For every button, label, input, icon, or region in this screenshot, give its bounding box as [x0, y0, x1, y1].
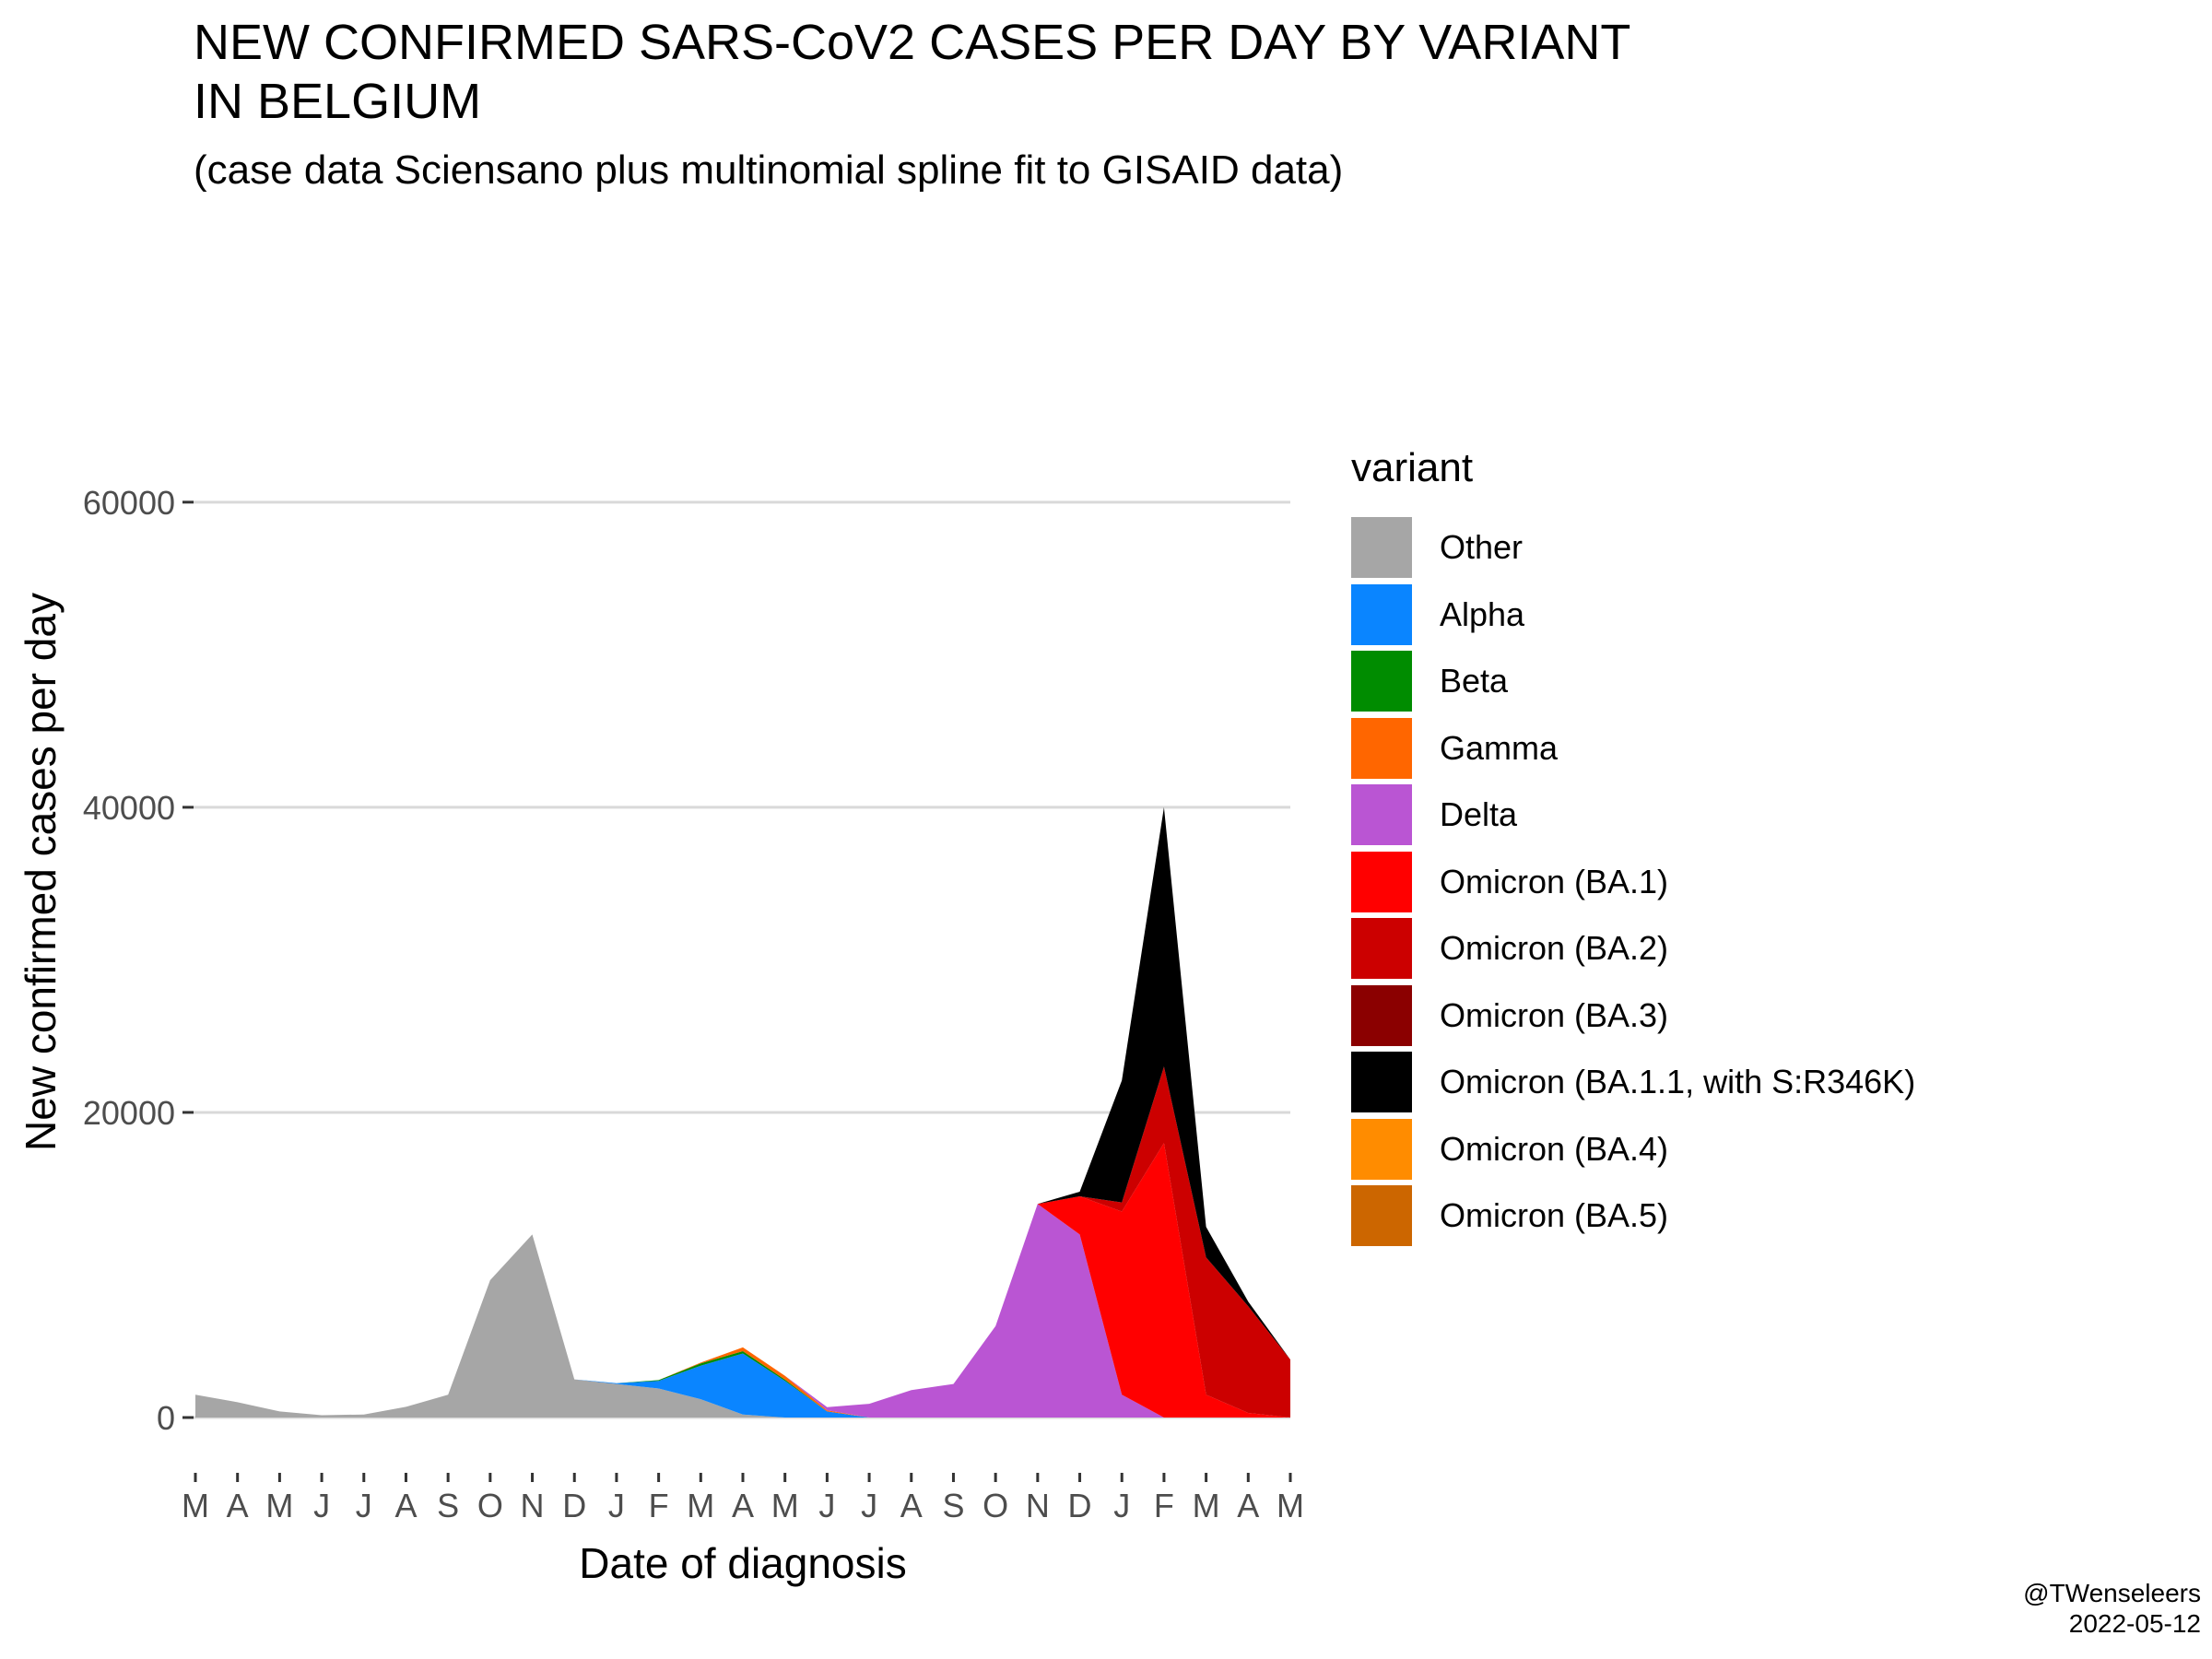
x-tick-label: M	[771, 1487, 799, 1524]
x-axis-label: Date of diagnosis	[579, 1539, 906, 1587]
legend-swatch	[1351, 517, 1412, 579]
x-tick-label: S	[437, 1487, 459, 1524]
legend-label: Alpha	[1440, 594, 1525, 633]
credit-author: @TWenseleers	[2023, 1579, 2201, 1607]
legend-label: Omicron (BA.2)	[1440, 929, 1669, 968]
x-tick-label: F	[649, 1487, 669, 1524]
x-tick-label: J	[818, 1487, 835, 1524]
y-tick-label: 0	[157, 1399, 175, 1437]
x-tick-label: A	[394, 1487, 417, 1524]
legend-item-delta: Delta	[1351, 782, 1915, 849]
x-tick-label: A	[900, 1487, 923, 1524]
y-tick-label: 60000	[83, 484, 175, 522]
stacked-areas	[195, 806, 1290, 1418]
x-tick-label: A	[227, 1487, 249, 1524]
x-tick-label: F	[1154, 1487, 1174, 1524]
credit: @TWenseleers 2022-05-12	[2023, 1578, 2201, 1639]
legend-item-other: Other	[1351, 514, 1915, 582]
legend-label: Omicron (BA.3)	[1440, 995, 1669, 1034]
x-tick-label: A	[1237, 1487, 1259, 1524]
area-series-alpha	[195, 1234, 1290, 1418]
legend-label: Omicron (BA.1.1, with S:R346K)	[1440, 1063, 1916, 1101]
legend-swatch	[1351, 851, 1412, 912]
legend-label: Omicron (BA.1)	[1440, 862, 1669, 900]
legend-item-omicron-ba2: Omicron (BA.2)	[1351, 915, 1915, 982]
legend-swatch	[1351, 1052, 1412, 1113]
legend-item-gamma: Gamma	[1351, 715, 1915, 782]
legend-swatch	[1351, 1185, 1412, 1247]
y-axis-label: New confirmed cases per day	[17, 593, 65, 1151]
x-tick-label: S	[942, 1487, 964, 1524]
legend-items: Other Alpha Beta Gamma Delta Omicron (BA…	[1351, 514, 1915, 1250]
x-tick-label: M	[1193, 1487, 1220, 1524]
x-tick-label: O	[477, 1487, 503, 1524]
legend-swatch	[1351, 784, 1412, 846]
y-tick-label: 40000	[83, 789, 175, 827]
chart-title: NEW CONFIRMED SARS-CoV2 CASES PER DAY BY…	[194, 13, 1630, 131]
y-axis: 0 20000 40000 60000	[83, 484, 194, 1437]
legend: variant Other Alpha Beta Gamma Delta Omi…	[1351, 441, 1915, 1250]
chart-title-line-1: NEW CONFIRMED SARS-CoV2 CASES PER DAY BY…	[194, 15, 1631, 70]
x-tick-label: M	[265, 1487, 293, 1524]
legend-label: Beta	[1440, 662, 1509, 700]
x-tick-label: J	[608, 1487, 625, 1524]
legend-label: Omicron (BA.5)	[1440, 1196, 1669, 1235]
legend-swatch	[1351, 918, 1412, 980]
legend-item-omicron-ba11: Omicron (BA.1.1, with S:R346K)	[1351, 1049, 1915, 1116]
legend-swatch	[1351, 583, 1412, 645]
x-tick-label: M	[182, 1487, 209, 1524]
legend-item-omicron-ba4: Omicron (BA.4)	[1351, 1116, 1915, 1183]
credit-date: 2022-05-12	[2068, 1609, 2201, 1638]
x-tick-label: M	[1277, 1487, 1304, 1524]
legend-item-beta: Beta	[1351, 648, 1915, 715]
x-tick-label: O	[982, 1487, 1008, 1524]
legend-title: variant	[1351, 445, 1474, 490]
y-tick-label: 20000	[83, 1094, 175, 1132]
legend-label: Other	[1440, 528, 1524, 567]
legend-swatch	[1351, 984, 1412, 1046]
x-tick-label: J	[1113, 1487, 1130, 1524]
x-tick-label: M	[687, 1487, 714, 1524]
legend-item-omicron-ba3: Omicron (BA.3)	[1351, 982, 1915, 1050]
legend-swatch	[1351, 717, 1412, 779]
area-series-other	[195, 1234, 1290, 1418]
legend-item-omicron-ba5: Omicron (BA.5)	[1351, 1182, 1915, 1250]
legend-swatch	[1351, 1118, 1412, 1180]
chart-subtitle: (case data Sciensano plus multinomial sp…	[194, 147, 1344, 193]
x-tick-label: A	[732, 1487, 754, 1524]
legend-label: Gamma	[1440, 728, 1559, 767]
area-series-delta	[195, 1204, 1290, 1418]
legend-item-omicron-ba1: Omicron (BA.1)	[1351, 849, 1915, 916]
legend-label: Omicron (BA.4)	[1440, 1129, 1669, 1168]
x-tick-label: D	[1068, 1487, 1092, 1524]
x-tick-label: N	[521, 1487, 545, 1524]
chart-title-line-2: IN BELGIUM	[194, 74, 482, 129]
x-tick-label: N	[1026, 1487, 1050, 1524]
area-series-omicron-ba-1-	[195, 1143, 1290, 1418]
legend-swatch	[1351, 651, 1412, 712]
legend-label: Delta	[1440, 795, 1518, 834]
x-tick-label: J	[356, 1487, 372, 1524]
legend-item-alpha: Alpha	[1351, 582, 1915, 649]
x-tick-label: J	[861, 1487, 877, 1524]
x-tick-label: D	[562, 1487, 586, 1524]
x-tick-label: J	[313, 1487, 330, 1524]
